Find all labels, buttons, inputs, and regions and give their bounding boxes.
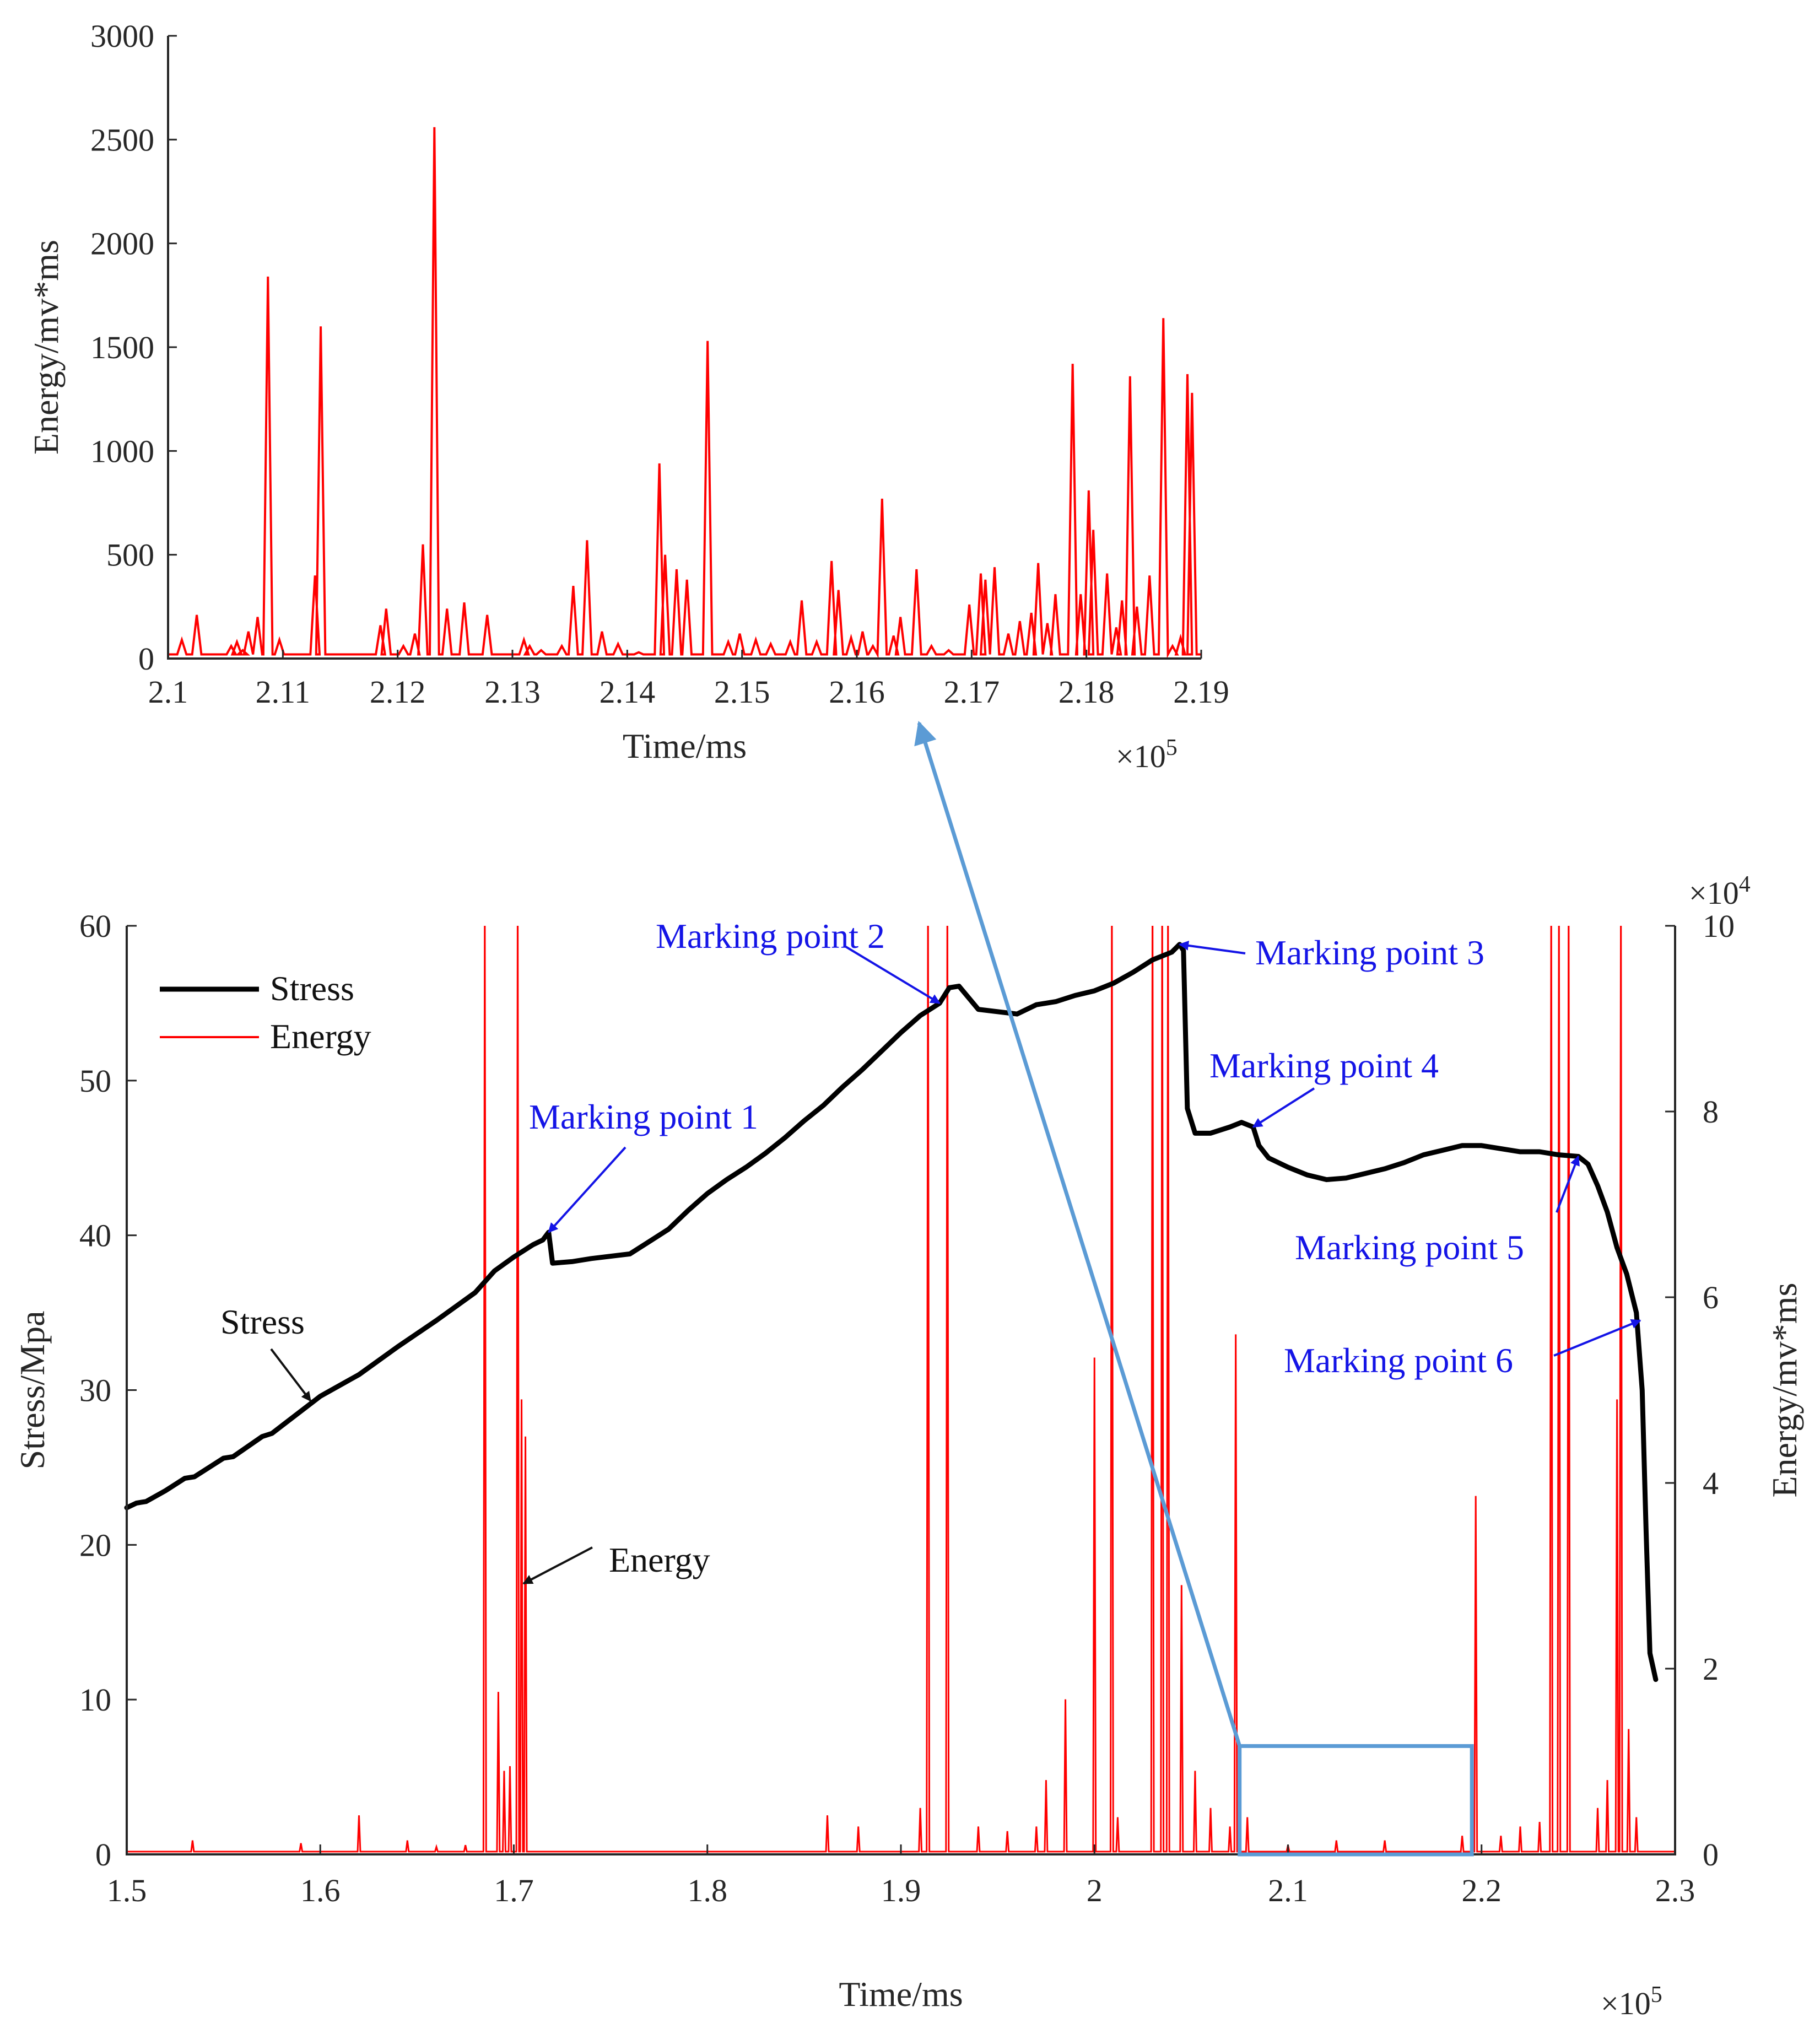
inset-x-tick-label: 2.12	[370, 674, 426, 710]
annotation-arrow-stress	[270, 1348, 312, 1402]
inset-y-tick-label: 2500	[90, 122, 154, 158]
main-x-tick-label: 2.1	[1268, 1873, 1308, 1908]
main-y-left-tick-label: 20	[79, 1527, 111, 1563]
main-y-right-tick-label: 6	[1703, 1280, 1719, 1315]
inset-y-tick-label: 500	[106, 537, 154, 573]
annotation-stress: Stress	[220, 1302, 305, 1341]
inset-x-tick-label: 2.1	[148, 674, 188, 710]
main-x-multiplier: ×105	[1601, 1982, 1662, 2021]
main-y-left-tick-label: 0	[95, 1837, 111, 1873]
main-x-axis-label: Time/ms	[839, 1975, 963, 2014]
annotation-marking-point-1: Marking point 1	[529, 1097, 758, 1136]
main-x-tick-labels: 1.5 1.6 1.7 1.8 1.9 2 2.1 2.2 2.3	[107, 1844, 1695, 1908]
zoom-region-box	[1238, 1744, 1474, 1857]
inset-x-tick-label: 2.11	[256, 674, 310, 710]
inset-chart: 2.1 2.11 2.12 2.13 2.14 2.15 2.16 2.17 2.18 2.19 …	[26, 18, 1229, 774]
main-y-left-tick-label: 50	[79, 1063, 111, 1099]
annotations: Marking point 1 Marking point 2 Marking …	[220, 916, 1641, 1585]
main-y-left-axis-label: Stress/Mpa	[13, 1311, 52, 1470]
inset-y-tick-label: 1000	[90, 433, 154, 469]
main-x-tick-label: 1.8	[688, 1873, 728, 1908]
main-y-right-tick-label: 8	[1703, 1094, 1719, 1130]
main-y-right-tick-label: 10	[1703, 908, 1735, 944]
inset-x-multiplier: ×105	[1116, 735, 1178, 774]
main-x-tick-label: 1.9	[881, 1873, 921, 1908]
annotation-arrow-6	[1553, 1319, 1641, 1357]
main-y-right-axis-label: Energy/mv*ms	[1765, 1283, 1804, 1498]
main-chart: 1.5 1.6 1.7 1.8 1.9 2 2.1 2.2 2.3 0102030405060 …	[13, 720, 1804, 2021]
legend-stress-label: Stress	[270, 969, 354, 1008]
annotation-arrow-2	[845, 946, 941, 1005]
main-axes	[126, 926, 1676, 1855]
main-y-right-multiplier: ×104	[1689, 872, 1751, 911]
inset-x-tick-label: 2.15	[714, 674, 770, 710]
main-energy-series	[127, 926, 1675, 1853]
main-y-right-tick-label: 0	[1703, 1837, 1719, 1873]
main-x-tick-label: 2	[1087, 1873, 1103, 1908]
inset-y-axis-label: Energy/mv*ms	[26, 240, 66, 455]
inset-x-tick-label: 2.16	[829, 674, 885, 710]
inset-y-tick-label: 1500	[90, 330, 154, 365]
main-y-left-tick-labels: 0 10 20 30 40 50 60	[79, 908, 137, 1873]
annotation-arrow-3	[1179, 940, 1246, 954]
annotation-energy: Energy	[609, 1540, 710, 1579]
main-x-tick-label: 2.2	[1462, 1873, 1502, 1908]
annotation-marking-point-5: Marking point 5	[1295, 1228, 1524, 1267]
main-y-right-tick-label: 2	[1703, 1651, 1719, 1687]
annotation-marking-point-4: Marking point 4	[1209, 1046, 1439, 1085]
inset-x-tick-labels: 2.1 2.11 2.12 2.13 2.14 2.15 2.16 2.17 2.18 2.19	[148, 650, 1229, 710]
main-y-left-tick-label: 40	[79, 1218, 111, 1254]
annotation-marking-point-6: Marking point 6	[1284, 1341, 1513, 1380]
annotation-arrow-1	[548, 1146, 627, 1233]
main-y-left-tick-label: 30	[79, 1373, 111, 1409]
annotation-arrow-4	[1252, 1087, 1315, 1128]
annotation-arrow-5	[1556, 1155, 1580, 1213]
main-x-tick-label: 2.3	[1655, 1873, 1695, 1908]
inset-x-tick-label: 2.18	[1058, 674, 1115, 710]
inset-x-tick-label: 2.19	[1173, 674, 1229, 710]
zoom-connector-arrow	[914, 720, 1242, 1747]
main-y-right-tick-labels: 0 2 4 6 8 10	[1665, 908, 1735, 1873]
main-x-tick-label: 1.7	[494, 1873, 534, 1908]
main-y-left-tick-label: 60	[79, 908, 111, 944]
annotation-arrow-energy	[522, 1546, 593, 1585]
inset-x-tick-label: 2.17	[944, 674, 1000, 710]
inset-y-tick-label: 3000	[90, 18, 154, 54]
main-stress-series	[124, 942, 1659, 1682]
annotation-marking-point-3: Marking point 3	[1255, 933, 1484, 972]
legend: Stress Energy	[160, 969, 371, 1056]
annotation-marking-point-2: Marking point 2	[656, 916, 885, 956]
main-y-right-tick-label: 4	[1703, 1465, 1719, 1501]
main-x-tick-label: 1.5	[107, 1873, 147, 1908]
inset-x-tick-label: 2.14	[600, 674, 656, 710]
inset-x-tick-label: 2.13	[484, 674, 541, 710]
main-y-left-tick-label: 10	[79, 1682, 111, 1718]
main-x-tick-label: 1.6	[300, 1873, 341, 1908]
legend-energy-label: Energy	[270, 1017, 371, 1056]
inset-y-tick-label: 0	[138, 641, 154, 677]
inset-x-axis-label: Time/ms	[623, 726, 747, 765]
inset-energy-series	[168, 127, 1201, 659]
inset-y-tick-label: 2000	[90, 226, 154, 262]
inset-y-tick-labels: 0 500 1000 1500 2000 2500 3000	[90, 18, 177, 677]
